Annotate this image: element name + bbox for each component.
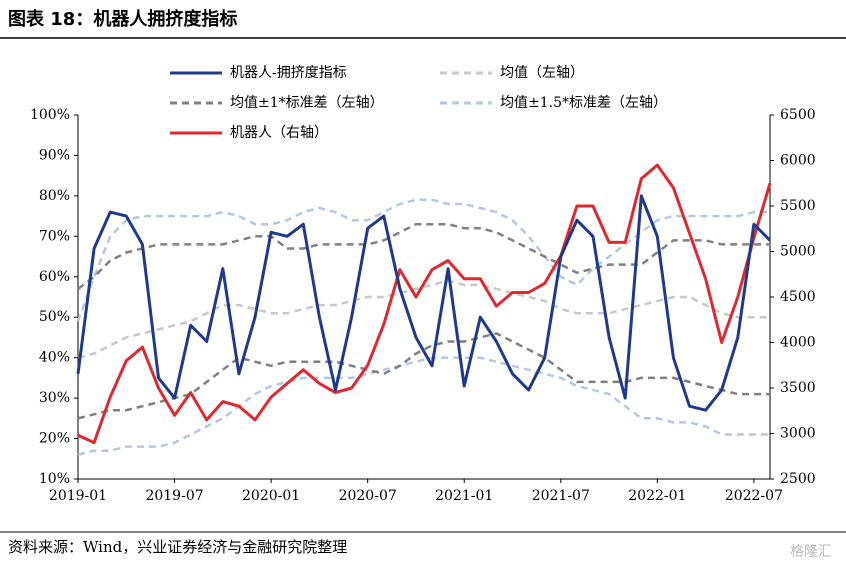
y-tick-label: 60% — [39, 269, 70, 285]
y-tick-label: 30% — [39, 390, 70, 406]
y2-tick-label: 5500 — [780, 198, 816, 214]
y2-tick-label: 3500 — [780, 380, 816, 396]
x-tick-label: 2021-01 — [435, 488, 493, 504]
legend-label: 均值（左轴） — [500, 65, 584, 81]
legend-label: 机器人（右轴） — [230, 125, 328, 141]
y2-tick-label: 4000 — [780, 335, 816, 351]
x-tick-label: 2020-07 — [339, 488, 397, 504]
y-tick-label: 40% — [39, 350, 70, 366]
y2-tick-label: 2500 — [780, 471, 816, 487]
series-line — [76, 194, 772, 412]
y-tick-label: 50% — [39, 309, 70, 325]
y-tick-label: 20% — [39, 431, 70, 447]
series-line — [77, 279, 770, 359]
series-line — [77, 222, 770, 290]
y2-tick-label: 5000 — [780, 244, 816, 260]
legend-label: 均值±1*标准差（左轴） — [230, 95, 384, 111]
x-tick-label: 2022-07 — [725, 488, 783, 504]
source: 资料来源：Wind，兴业证券经济与金融研究院整理 — [8, 538, 347, 556]
y2-tick-label: 4500 — [780, 289, 816, 305]
chart-title: 图表 18：机器人拥挤度指标 — [8, 8, 237, 30]
y-tick-label: 90% — [39, 147, 70, 163]
y2-tick-label: 3000 — [780, 426, 816, 442]
watermark: 格隆汇 — [790, 544, 832, 560]
x-tick-label: 2021-07 — [532, 488, 590, 504]
series-line — [77, 356, 770, 456]
y-tick-label: 80% — [39, 188, 70, 204]
series-line — [77, 163, 772, 445]
y-tick-label: 70% — [39, 228, 70, 244]
x-tick-label: 2020-01 — [242, 488, 300, 504]
x-tick-label: 2019-01 — [49, 488, 107, 504]
series-line — [76, 198, 770, 322]
y2-tick-label: 6000 — [780, 153, 816, 169]
y2-tick-label: 6500 — [780, 107, 816, 123]
legend-label: 机器人-拥挤度指标 — [230, 65, 347, 81]
y-tick-label: 10% — [39, 471, 70, 487]
x-tick-label: 2019-07 — [145, 488, 203, 504]
legend-label: 均值±1.5*标准差（左轴） — [500, 95, 667, 111]
y-tick-label: 100% — [30, 107, 70, 123]
series-line — [77, 332, 770, 420]
x-tick-label: 2022-01 — [628, 488, 686, 504]
